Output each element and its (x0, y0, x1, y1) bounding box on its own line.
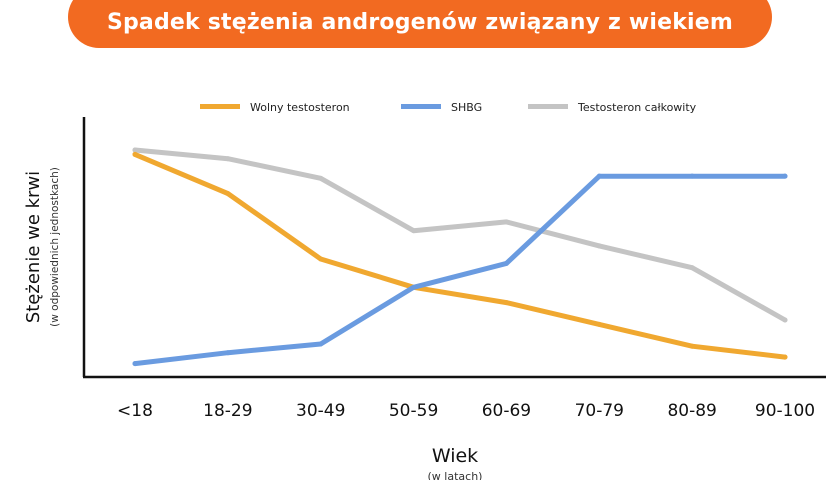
series-testosteron-ca-kowity (132, 147, 788, 323)
data-point-testosteron-ca-kowity-5 (596, 243, 602, 249)
x-tick-label: 70-79 (575, 401, 624, 421)
y-axis-label: Stężenie we krwi (23, 171, 44, 323)
data-point-shbg-3 (411, 284, 417, 290)
x-tick-labels: <18 18-29 30-49 50-59 60-69 70-79 80-89 90-100 (117, 401, 815, 421)
legend-label: Wolny testosteron (250, 101, 350, 114)
chart-title: Spadek stężenia androgenów związany z wi… (106, 9, 734, 35)
data-point-shbg-5 (596, 173, 602, 179)
data-point-wolny-testosteron-7 (782, 354, 788, 360)
series-line-wolny-testosteron (132, 151, 788, 360)
data-point-testosteron-ca-kowity-1 (225, 156, 231, 162)
x-tick-label: 90-100 (755, 401, 815, 421)
x-tick-label: 60-69 (482, 401, 531, 421)
legend-swatch (528, 104, 568, 109)
data-point-shbg-7 (782, 173, 788, 179)
x-tick-label: 50-59 (389, 401, 438, 421)
series-layer (132, 147, 788, 367)
series-line-shbg (132, 173, 788, 367)
data-point-shbg-6 (689, 173, 695, 179)
data-point-shbg-0 (132, 361, 138, 367)
legend-item: SHBG (401, 101, 482, 114)
x-tick-label: 80-89 (667, 401, 716, 421)
data-point-testosteron-ca-kowity-6 (689, 265, 695, 271)
data-point-testosteron-ca-kowity-2 (318, 175, 324, 181)
data-point-shbg-1 (225, 350, 231, 356)
chart-title-banner: Spadek stężenia androgenów związany z wi… (68, 0, 772, 48)
series-line-testosteron-ca-kowity (132, 147, 788, 323)
x-axis-sublabel: (w latach) (428, 470, 483, 480)
x-tick-label: <18 (117, 401, 153, 421)
data-point-wolny-testosteron-1 (225, 191, 231, 197)
legend-swatch (200, 104, 240, 109)
data-point-wolny-testosteron-0 (132, 151, 138, 157)
x-tick-label: 30-49 (296, 401, 345, 421)
data-point-testosteron-ca-kowity-7 (782, 317, 788, 323)
chart-axes (82, 117, 826, 379)
legend-item: Wolny testosteron (200, 101, 350, 114)
data-point-shbg-4 (503, 260, 509, 266)
legend-label: SHBG (451, 101, 482, 114)
legend-label: Testosteron całkowity (577, 101, 697, 114)
data-point-shbg-2 (318, 341, 324, 347)
data-point-wolny-testosteron-4 (503, 300, 509, 306)
legend-item: Testosteron całkowity (528, 101, 697, 114)
data-point-wolny-testosteron-6 (689, 343, 695, 349)
series-shbg (132, 173, 788, 367)
x-axis-label: Wiek (432, 445, 478, 467)
data-point-wolny-testosteron-5 (596, 321, 602, 327)
series-wolny-testosteron (132, 151, 788, 360)
data-point-wolny-testosteron-2 (318, 256, 324, 262)
legend-swatch (401, 104, 441, 109)
data-point-testosteron-ca-kowity-3 (411, 228, 417, 234)
data-point-testosteron-ca-kowity-0 (132, 147, 138, 153)
data-point-testosteron-ca-kowity-4 (503, 219, 509, 225)
y-axis-sublabel: (w odpowiednich jednostkach) (49, 167, 61, 327)
chart-legend: Wolny testosteron SHBG Testosteron całkowi… (200, 101, 697, 114)
x-tick-label: 18-29 (203, 401, 252, 421)
